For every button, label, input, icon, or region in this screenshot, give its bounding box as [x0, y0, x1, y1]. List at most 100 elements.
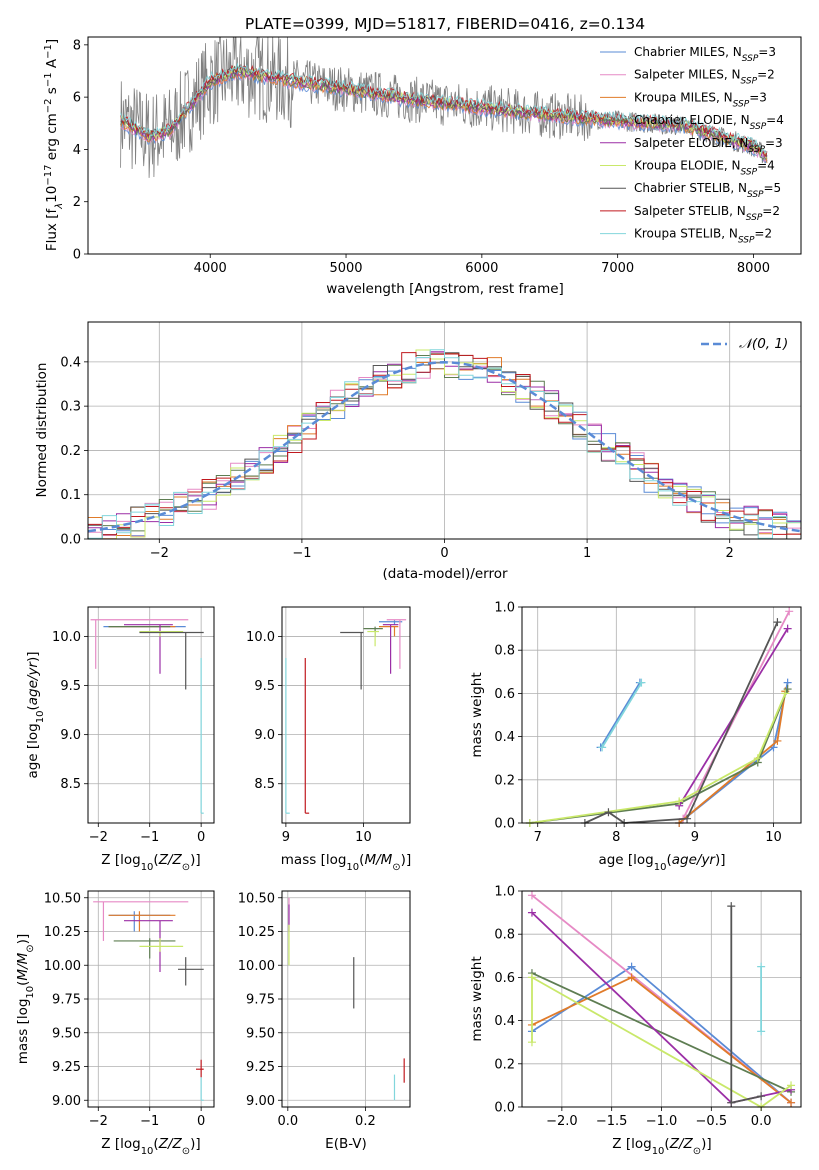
legend-sub: SSP — [746, 213, 763, 223]
y-tick-label: 9.50 — [52, 1026, 81, 1041]
weight-vs-Z-panel: −2.0 −1.5 −1.0 −0.5 0.0 0.0 0.2 0.4 0.6 0.8 1.0 Z … — [469, 885, 802, 1157]
weight-vs-age-panel: 7 8 9 100.00.20.40.60.81.0 age [log10(age/y… — [469, 601, 802, 873]
legend-lib: Salpeter ELODIE, N — [634, 136, 748, 150]
age-vs-Z-xlabel-sun: ⊙ — [182, 862, 190, 873]
y-tick-label: 9.75 — [52, 993, 81, 1008]
x-tick-label: 1 — [583, 546, 591, 561]
data-point-chabrier-elodie — [113, 938, 176, 959]
legend-sub: SSP — [741, 168, 758, 178]
mass-vs-Z-xlabel: Z [log10(Z/Z⊙)] — [101, 1136, 200, 1157]
x-tick-label: −2 — [89, 1114, 108, 1129]
weight-vs-Z-lines — [527, 891, 796, 1111]
plus-marker — [727, 902, 736, 911]
mass-vs-Z-ticks: −2 −1 0 9.00 9.25 9.50 9.75 10.00 10.25 10.50 — [44, 891, 206, 1129]
x-tick-label: −1 — [140, 830, 159, 845]
weight-vs-age-ticks: 7 8 9 10 0.0 0.2 0.4 0.6 0.8 1.0 — [494, 601, 781, 846]
plus-marker — [727, 1098, 736, 1107]
series-chabrier-stelib — [580, 618, 782, 827]
age-vs-mass-frame — [281, 606, 411, 824]
plus-marker — [675, 797, 684, 806]
y-tick-label: 0.1 — [60, 488, 81, 503]
y-tick-label: 10.00 — [238, 959, 275, 974]
y-tick-label: 9.0 — [254, 728, 275, 743]
y-tick-label: 8 — [73, 38, 81, 53]
x-tick-label: −1 — [292, 546, 311, 561]
weight-vs-age-xlabel-sub: 10 — [654, 862, 667, 873]
legend-sub: SSP — [738, 236, 755, 246]
age-vs-Z-panel: −2 −1 08.59.09.510.0 Z [log10(Z/Z⊙)] age [… — [25, 606, 215, 873]
spectrum-ylabel-text: Flux [f — [44, 208, 60, 252]
plus-marker — [785, 607, 794, 616]
legend-label: Kroupa STELIB, NSSP=2 — [634, 227, 772, 246]
mass-vs-Z-ylabel-close: )] — [15, 934, 31, 945]
histogram-kroupa-stelib — [88, 349, 801, 539]
model-spectrum-chabrier-stelib — [120, 63, 768, 157]
spectrum-legend: Chabrier MILES, N SSP =3 Salpeter MILES, N S… — [600, 45, 784, 246]
legend-count: =3 — [765, 136, 783, 150]
y-tick-label: 0.2 — [494, 773, 515, 788]
spectrum-lines — [120, 36, 768, 178]
x-tick-label: −2 — [150, 546, 169, 561]
weight-vs-age-xlabel-close: )] — [715, 852, 726, 868]
x-tick-label: 0.2 — [355, 1114, 376, 1129]
weight-vs-Z-xlabel: Z [log10(Z/Z⊙)] — [612, 1136, 711, 1157]
mass-vs-Z-ylabel-text: mass [log — [15, 999, 31, 1065]
x-tick-label: 9 — [691, 830, 699, 845]
spectrum-ylabel-exp4: −1 — [43, 44, 54, 59]
mass-vs-Z-ylabel-sub: 10 — [25, 986, 36, 999]
spectrum-ylabel-s: s — [44, 87, 60, 98]
residual-frame — [87, 321, 802, 540]
x-tick-label: −1 — [140, 1114, 159, 1129]
plus-marker — [787, 1098, 796, 1107]
spectrum-xlabel: wavelength [Angstrom, rest frame] — [326, 281, 564, 297]
mass-vs-Z-grid — [88, 891, 214, 1107]
y-tick-label: 10.00 — [44, 959, 81, 974]
data-point-salpeter-miles — [90, 619, 189, 669]
spectrum-ticks: 4000 5000 6000 7000 8000 0 2 4 6 8 — [73, 38, 770, 276]
age-vs-mass-xlabel-sun: ⊙ — [392, 862, 400, 873]
age-vs-Z-ylabel: age [log10(age/yr)] — [25, 651, 46, 778]
data-point-chabrier-miles — [378, 619, 403, 625]
age-vs-Z-xlabel-unit: ( — [153, 852, 158, 868]
mass-vs-Z-panel: −2 −1 0 9.00 9.25 9.50 9.75 10.00 10.25 10.50 Z [… — [15, 890, 215, 1157]
mass-vs-Z-xlabel-text: Z [log — [101, 1136, 140, 1152]
legend-lib: Chabrier MILES, N — [634, 45, 742, 59]
data-point-salpeter-elodie — [382, 624, 399, 674]
y-tick-label: 9.00 — [52, 1094, 81, 1109]
x-tick-label: 8000 — [737, 261, 770, 276]
weight-vs-Z-ticks: −2.0 −1.5 −1.0 −0.5 0.0 0.0 0.2 0.4 0.6 0.8 1.0 — [494, 885, 771, 1130]
spectrum-ylabel-exp1: −17 — [43, 165, 54, 186]
y-tick-label: 10.50 — [238, 891, 275, 906]
legend-count: =2 — [762, 204, 780, 218]
plus-marker — [604, 808, 613, 817]
weight-vs-age-grid — [522, 606, 801, 824]
plus-marker — [527, 891, 536, 900]
mass-vs-Z-xlabel-sun: ⊙ — [182, 1146, 190, 1157]
x-tick-label: 0 — [197, 1114, 205, 1129]
data-point-kroupa-elodie — [139, 938, 184, 952]
plus-marker — [773, 618, 782, 627]
y-tick-label: 0.4 — [494, 1014, 515, 1029]
legend-label: Kroupa ELODIE, NSSP=4 — [634, 159, 775, 178]
spectrum-ylabel-exp3: −1 — [43, 72, 54, 87]
mass-vs-Z-ylabel-unit: ( — [15, 981, 31, 986]
age-vs-mass-panel: 9 108.59.09.510.0 mass [log10(M/M⊙)] — [246, 606, 411, 873]
age-vs-Z-xlabel: Z [log10(Z/Z⊙)] — [101, 852, 200, 873]
legend-lib: Salpeter MILES, N — [634, 68, 741, 82]
model-spectrum-chabrier-elodie — [120, 68, 768, 161]
data-point-kroupa-miles — [378, 626, 399, 637]
series-line — [531, 975, 792, 1109]
legend-sub: SSP — [733, 99, 750, 109]
mass-vs-Z-ylabel-ratio: M/M — [15, 952, 31, 980]
y-tick-label: 0.0 — [494, 1101, 515, 1116]
y-tick-label: 9.5 — [254, 679, 275, 694]
y-tick-label: 10.0 — [52, 630, 81, 645]
legend-lib: Kroupa ELODIE, N — [634, 159, 741, 173]
plus-marker — [683, 814, 692, 823]
spectrum-ylabel-unit: 10 — [44, 186, 60, 203]
y-tick-label: 10.25 — [238, 925, 275, 940]
series-chabrier-stelib — [727, 902, 766, 1107]
y-tick-label: 0.2 — [60, 444, 81, 459]
age-vs-mass-xlabel: mass [log10(M/M⊙)] — [281, 852, 411, 873]
